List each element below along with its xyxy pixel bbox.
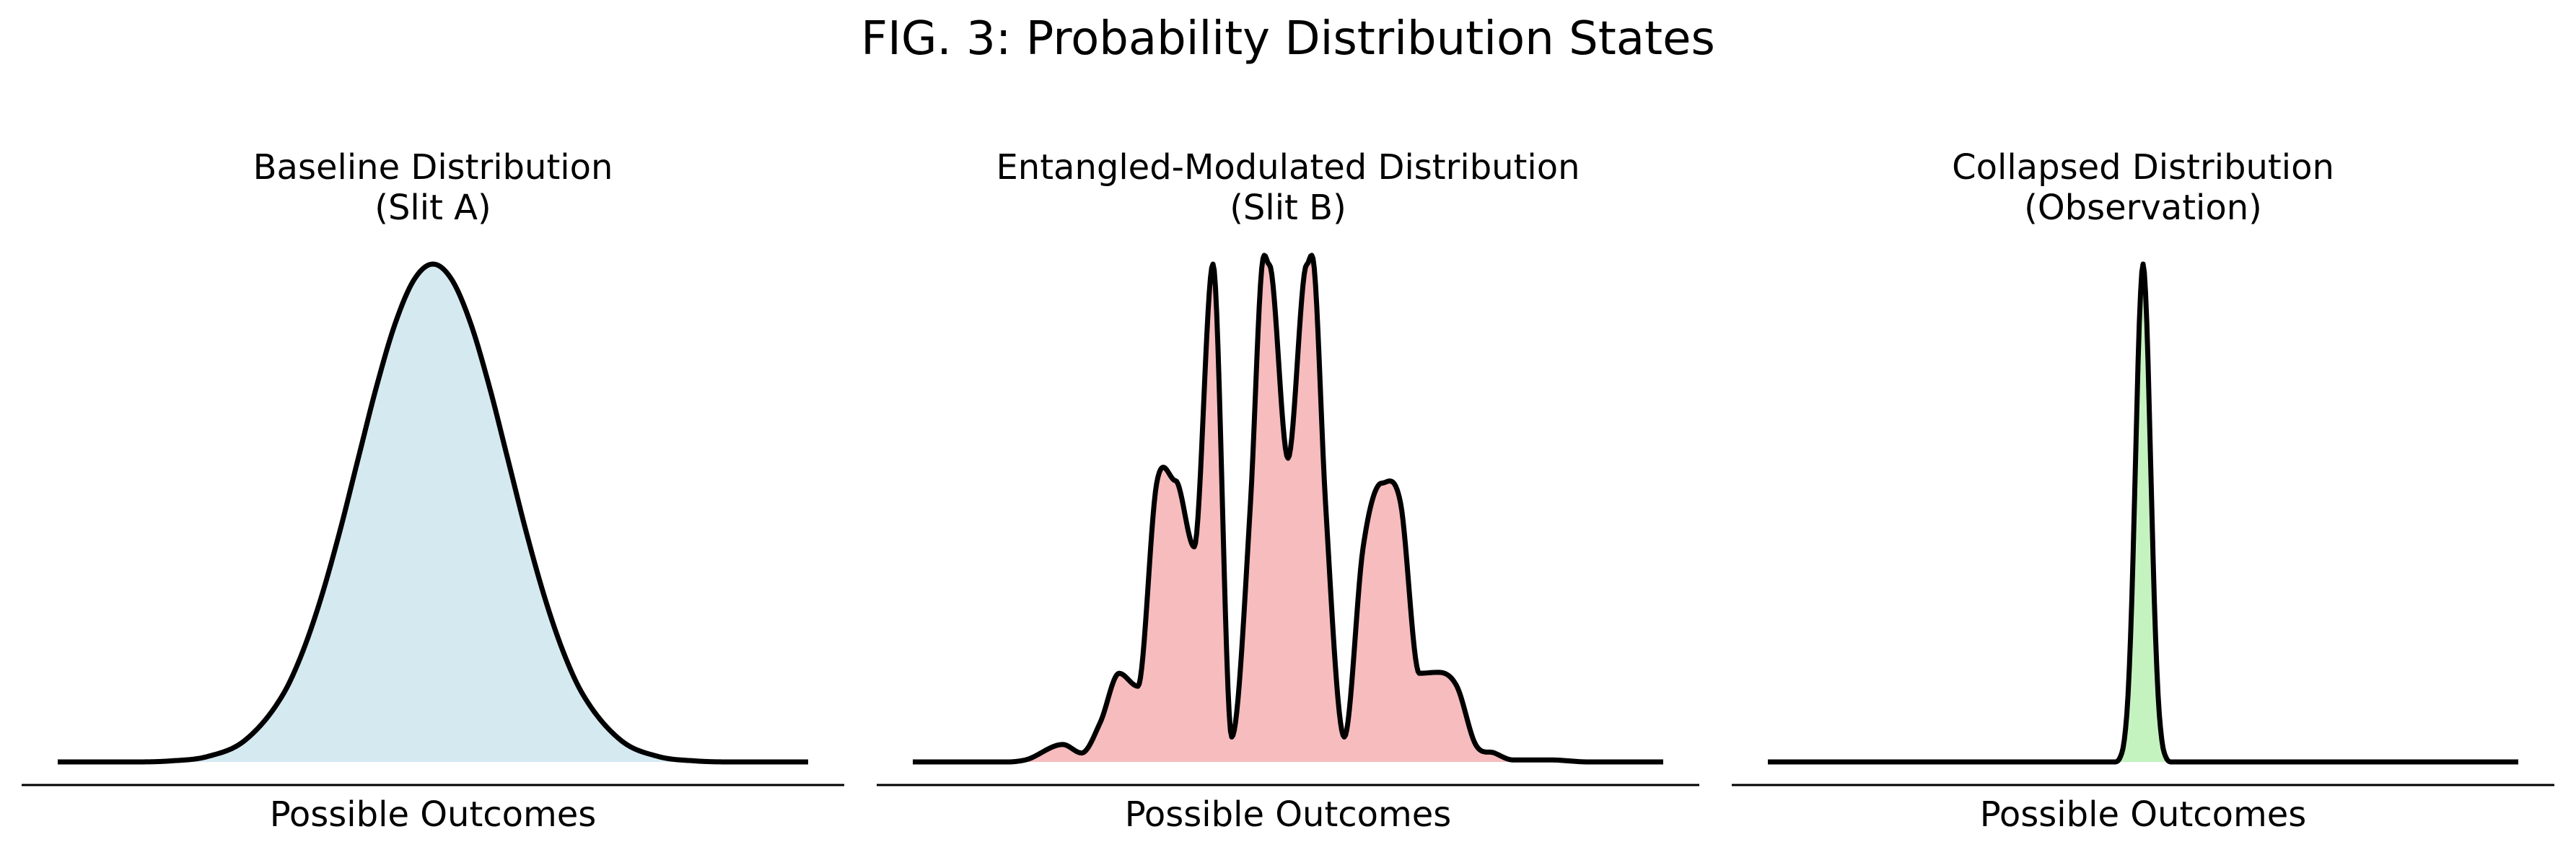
figure-title: FIG. 3: Probability Distribution States	[861, 12, 1715, 66]
x-axis-label: Possible Outcomes	[1125, 794, 1452, 835]
x-axis-label: Possible Outcomes	[1980, 794, 2307, 835]
chart-panel-1: Baseline Distribution(Slit A) Possible Ou…	[22, 147, 844, 835]
panel-title: Entangled-Modulated Distribution(Slit B)	[996, 147, 1580, 228]
chart-panels: Baseline Distribution(Slit A) Possible Ou…	[22, 147, 2554, 835]
distribution-fill	[58, 264, 808, 762]
panel-title: Baseline Distribution(Slit A)	[253, 147, 613, 228]
distribution-fill	[913, 255, 1663, 762]
panel-title: Collapsed Distribution(Observation)	[1952, 147, 2334, 228]
chart-panel-2: Entangled-Modulated Distribution(Slit B)…	[877, 147, 1699, 835]
x-axis-label: Possible Outcomes	[270, 794, 597, 835]
distribution-fill	[1768, 264, 2518, 762]
chart-panel-3: Collapsed Distribution(Observation) Possi…	[1732, 147, 2554, 835]
